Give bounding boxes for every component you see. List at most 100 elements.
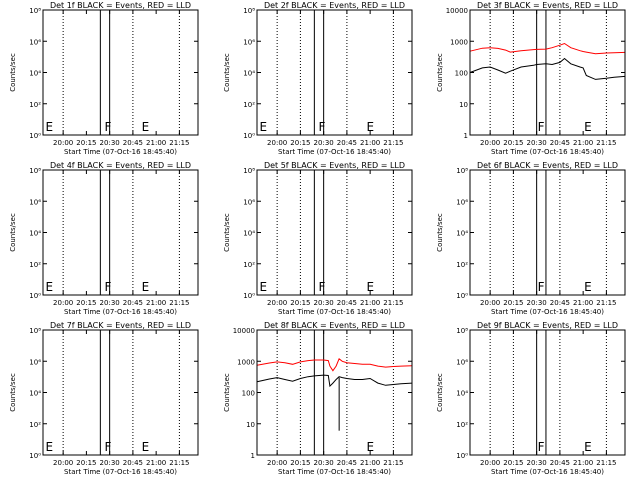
x-tick-label: 21:15 <box>383 299 403 307</box>
panel-title: Det 7f BLACK = Events, RED = LLD <box>50 321 191 330</box>
event-marker-e: E <box>46 440 54 454</box>
x-tick-label: 20:00 <box>267 299 287 307</box>
panel-2: Det 2f BLACK = Events, RED = LLD 10⁰ 10² 10… <box>223 1 413 156</box>
x-axis-label: Start Time (07-Oct-16 18:45:40) <box>278 308 391 316</box>
y-tick-label: 10⁰ <box>29 452 41 460</box>
y-tick-label: 10² <box>243 261 255 269</box>
y-tick-label: 10⁰ <box>29 292 41 300</box>
y-tick-label: 10000 <box>446 7 468 15</box>
series-line-lld <box>469 42 626 55</box>
series-line-lld <box>256 358 413 372</box>
x-tick-label: 20:30 <box>527 139 547 147</box>
y-tick-label: 1000 <box>450 38 468 46</box>
x-tick-label: 20:30 <box>527 299 547 307</box>
y-tick-label: 10⁰ <box>243 292 255 300</box>
panel-title: Det 9f BLACK = Events, RED = LLD <box>477 321 618 330</box>
x-tick-label: 21:00 <box>573 139 593 147</box>
panel-title: Det 1f BLACK = Events, RED = LLD <box>50 1 191 10</box>
y-axis-label: Counts/sec <box>223 373 231 412</box>
x-axis-label: Start Time (07-Oct-16 18:45:40) <box>64 148 177 156</box>
y-tick-label: 10² <box>456 261 468 269</box>
x-tick-label: 20:15 <box>290 139 310 147</box>
event-marker-e: E <box>584 440 592 454</box>
event-marker-e: E <box>367 280 375 294</box>
x-tick-label: 20:45 <box>337 459 357 467</box>
x-tick-label: 20:45 <box>123 139 143 147</box>
x-tick-label: 20:00 <box>480 139 500 147</box>
panel-title: Det 3f BLACK = Events, RED = LLD <box>477 1 618 10</box>
y-tick-label: 10⁸ <box>29 167 41 175</box>
x-tick-label: 20:30 <box>314 139 334 147</box>
x-tick-label: 20:45 <box>337 299 357 307</box>
x-tick-label: 20:15 <box>76 299 96 307</box>
y-tick-label: 10000 <box>233 327 255 335</box>
y-tick-label: 10⁴ <box>29 70 41 78</box>
x-tick-label: 21:15 <box>596 299 616 307</box>
plot-frame <box>256 9 413 136</box>
event-marker-e: E <box>584 120 592 134</box>
x-axis-label: Start Time (07-Oct-16 18:45:40) <box>491 148 604 156</box>
panel-5: Det 5f BLACK = Events, RED = LLD 10⁰ 10² 10… <box>223 161 413 316</box>
y-tick-label: 1000 <box>237 358 255 366</box>
y-tick-label: 10⁸ <box>243 167 255 175</box>
x-axis-label: Start Time (07-Oct-16 18:45:40) <box>278 468 391 476</box>
panel-3: Det 3f BLACK = Events, RED = LLD 1 10 100 10… <box>436 1 626 156</box>
panel-9: Det 9f BLACK = Events, RED = LLD 10⁰ 10² 10… <box>436 321 626 476</box>
x-tick-label: 20:45 <box>123 299 143 307</box>
panel-title: Det 6f BLACK = Events, RED = LLD <box>477 161 618 170</box>
event-marker-e: E <box>142 120 150 134</box>
x-tick-label: 20:00 <box>480 299 500 307</box>
x-tick-label: 20:30 <box>100 299 120 307</box>
panel-title: Det 4f BLACK = Events, RED = LLD <box>50 161 191 170</box>
panel-8: Det 8f BLACK = Events, RED = LLD 1 10 100 10… <box>223 321 413 476</box>
panel-7: Det 7f BLACK = Events, RED = LLD 10⁰ 10² 10… <box>9 321 199 476</box>
x-tick-label: 20:15 <box>290 299 310 307</box>
x-axis-label: Start Time (07-Oct-16 18:45:40) <box>278 148 391 156</box>
y-tick-label: 10⁶ <box>29 198 41 206</box>
panel-6: Det 6f BLACK = Events, RED = LLD 10⁰ 10² 10… <box>436 161 626 316</box>
event-marker-e: E <box>46 280 54 294</box>
event-marker-f: F <box>104 440 111 454</box>
x-tick-label: 21:00 <box>146 299 166 307</box>
x-tick-label: 21:00 <box>146 459 166 467</box>
x-tick-label: 20:15 <box>76 139 96 147</box>
x-tick-label: 21:15 <box>383 139 403 147</box>
y-tick-label: 10⁸ <box>29 7 41 15</box>
x-tick-label: 21:00 <box>360 139 380 147</box>
y-tick-label: 10⁴ <box>243 230 255 238</box>
event-marker-e: E <box>367 120 375 134</box>
y-tick-label: 10⁶ <box>456 198 468 206</box>
y-tick-label: 10⁰ <box>456 292 468 300</box>
x-tick-label: 20:00 <box>480 459 500 467</box>
x-tick-label: 21:00 <box>573 299 593 307</box>
event-marker-f: F <box>538 280 545 294</box>
y-tick-label: 10⁶ <box>243 198 255 206</box>
x-tick-label: 20:00 <box>267 139 287 147</box>
x-tick-label: 20:15 <box>76 459 96 467</box>
series-line-events <box>256 374 413 388</box>
plot-frame <box>42 169 199 296</box>
x-tick-label: 21:00 <box>360 299 380 307</box>
y-tick-label: 10⁰ <box>29 132 41 140</box>
y-axis-label: Counts/sec <box>436 213 444 252</box>
x-tick-label: 20:15 <box>503 139 523 147</box>
x-tick-label: 20:15 <box>503 459 523 467</box>
y-tick-label: 10⁸ <box>456 327 468 335</box>
x-tick-label: 20:45 <box>123 459 143 467</box>
x-tick-label: 20:00 <box>53 139 73 147</box>
y-tick-label: 1 <box>464 132 468 140</box>
y-tick-label: 10⁸ <box>29 327 41 335</box>
y-tick-label: 10⁶ <box>29 38 41 46</box>
event-marker-f: F <box>538 120 545 134</box>
event-marker-e: E <box>142 280 150 294</box>
event-marker-e: E <box>367 440 375 454</box>
plot-frame <box>256 329 413 456</box>
x-tick-label: 20:45 <box>550 299 570 307</box>
x-tick-label: 20:00 <box>53 459 73 467</box>
x-tick-label: 20:30 <box>314 459 334 467</box>
x-tick-label: 20:45 <box>337 139 357 147</box>
x-tick-label: 21:00 <box>146 139 166 147</box>
y-tick-label: 10⁶ <box>243 38 255 46</box>
y-tick-label: 10⁴ <box>29 230 41 238</box>
